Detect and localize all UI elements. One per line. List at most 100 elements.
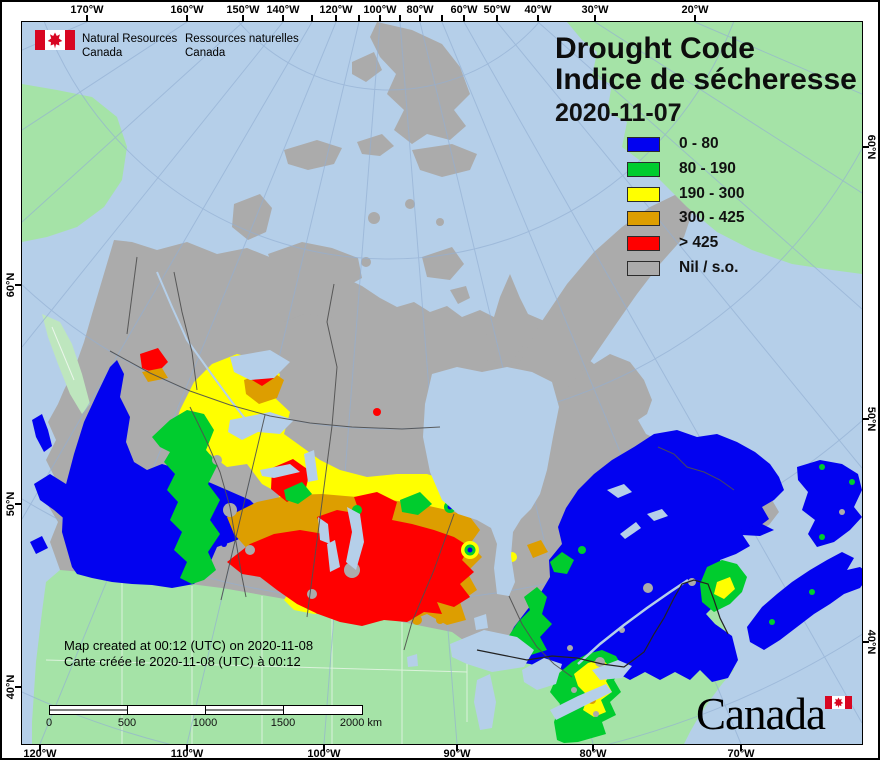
longitude-label: 90°W [443, 748, 471, 760]
longitude-label: 80°W [579, 748, 607, 760]
longitude-label: 110°W [170, 748, 204, 760]
longitude-tick [496, 15, 498, 22]
pei [784, 587, 807, 597]
logo-text-fr: Ressources naturelles Canada [185, 33, 299, 59]
creation-note-fr: Carte créée le 2020-11-08 (UTC) à 00:12 [64, 653, 301, 669]
ns-yellow [714, 577, 735, 599]
longitude-tick [282, 15, 284, 22]
longitude-tick [379, 15, 381, 22]
province-borders [109, 256, 735, 678]
scale-bar [49, 705, 363, 715]
scale-number: 500 [117, 717, 137, 729]
latitude-tick [862, 641, 869, 643]
longitude-tick [694, 15, 696, 22]
latitude-tick [15, 686, 22, 688]
legend-label: 0 - 80 [679, 135, 719, 152]
us-border-east [476, 579, 729, 668]
dc-green-west [152, 410, 220, 584]
latitude-tick [15, 284, 22, 286]
panhandle-fjord-line [51, 326, 75, 381]
longitude-label: 160°W [170, 4, 204, 16]
longitude-label: 20°W [681, 4, 709, 16]
title-en: Drought Code [555, 32, 755, 65]
longitude-tick [311, 15, 313, 22]
nil-spots-west [212, 455, 360, 599]
longitude-tick [186, 15, 188, 22]
longitude-label: 120°W [23, 748, 57, 760]
lake-ontario [592, 660, 632, 680]
scale-segment [128, 706, 206, 714]
longitude-label: 40°W [524, 4, 552, 16]
map-title: Drought Code Indice de sécheresse 2020-1… [555, 33, 857, 127]
legend-swatch [627, 211, 660, 226]
nova-scotia [747, 552, 862, 650]
lake-winnipeg [346, 507, 364, 570]
government-logo [35, 30, 75, 50]
legend-swatch [627, 236, 660, 251]
legend-swatch [627, 261, 660, 276]
canada-flag-icon [35, 30, 75, 50]
longitude-tick [323, 744, 325, 751]
latitude-tick [15, 503, 22, 505]
map-date: 2020-11-07 [555, 99, 682, 127]
latitude-label: 50°N [5, 491, 17, 517]
creation-note-en: Map created at 00:12 (UTC) on 2020-11-08 [64, 638, 314, 653]
lake-huron [522, 658, 562, 690]
legend-label: 190 - 300 [679, 185, 745, 202]
longitude-tick [441, 15, 443, 22]
longitude-tick [419, 15, 421, 22]
latitude-label: 40°N [865, 629, 877, 655]
longitude-tick [740, 744, 742, 751]
latitude-label: 60°N [865, 134, 877, 160]
canada-wordmark: Canada [696, 689, 826, 739]
latitude-tick [862, 418, 869, 420]
lake-erie [550, 684, 612, 720]
longitude-tick [592, 744, 594, 751]
legend-label: 80 - 190 [679, 160, 736, 177]
longitude-tick [456, 744, 458, 751]
hudson-bay [423, 367, 559, 596]
longitude-label: 100°W [307, 748, 341, 760]
longitude-label: 100°W [363, 4, 397, 16]
scale-segment [284, 706, 362, 714]
longitude-tick [594, 15, 596, 22]
latitude-label: 50°N [865, 406, 877, 432]
longitude-label: 30°W [581, 4, 609, 16]
scale-segment [206, 706, 284, 714]
latitude-label: 60°N [5, 272, 17, 298]
longitude-label: 120°W [319, 4, 353, 16]
latitude-label: 40°N [5, 674, 17, 700]
legend-swatch [627, 187, 660, 202]
legend-label: Nil / s.o. [679, 259, 739, 276]
longitude-tick [186, 744, 188, 751]
longitude-tick [537, 15, 539, 22]
scale-number: 2000 km [339, 717, 383, 729]
dc-blue-east [504, 430, 784, 682]
lakes [156, 271, 689, 730]
us-state-lines [45, 580, 468, 744]
scale-segment [50, 706, 128, 714]
vancouver-island [34, 474, 88, 532]
longitude-tick [335, 15, 337, 22]
lake-nipigon [474, 614, 488, 630]
great-bear-lake [230, 350, 290, 380]
lake-superior [450, 630, 534, 672]
alaska-panhandle [42, 314, 90, 414]
anticosti [740, 524, 774, 536]
longitude-label: 150°W [226, 4, 260, 16]
legend-label: 300 - 425 [679, 209, 745, 226]
longitude-label: 170°W [70, 4, 104, 16]
longitude-label: 140°W [266, 4, 300, 16]
scale-number: 0 [45, 717, 53, 729]
wordmark-flag-icon [825, 696, 852, 709]
lake-michigan [474, 674, 496, 730]
lake-of-the-woods [407, 654, 418, 667]
alaska [22, 84, 127, 242]
map-canvas [22, 22, 862, 744]
longitude-label: 50°W [483, 4, 511, 16]
reindeer-lake [304, 450, 318, 482]
st-lawrence-river [577, 578, 689, 665]
logo-text-en: Natural Resources Canada [82, 33, 178, 59]
latitude-tick [862, 146, 869, 148]
